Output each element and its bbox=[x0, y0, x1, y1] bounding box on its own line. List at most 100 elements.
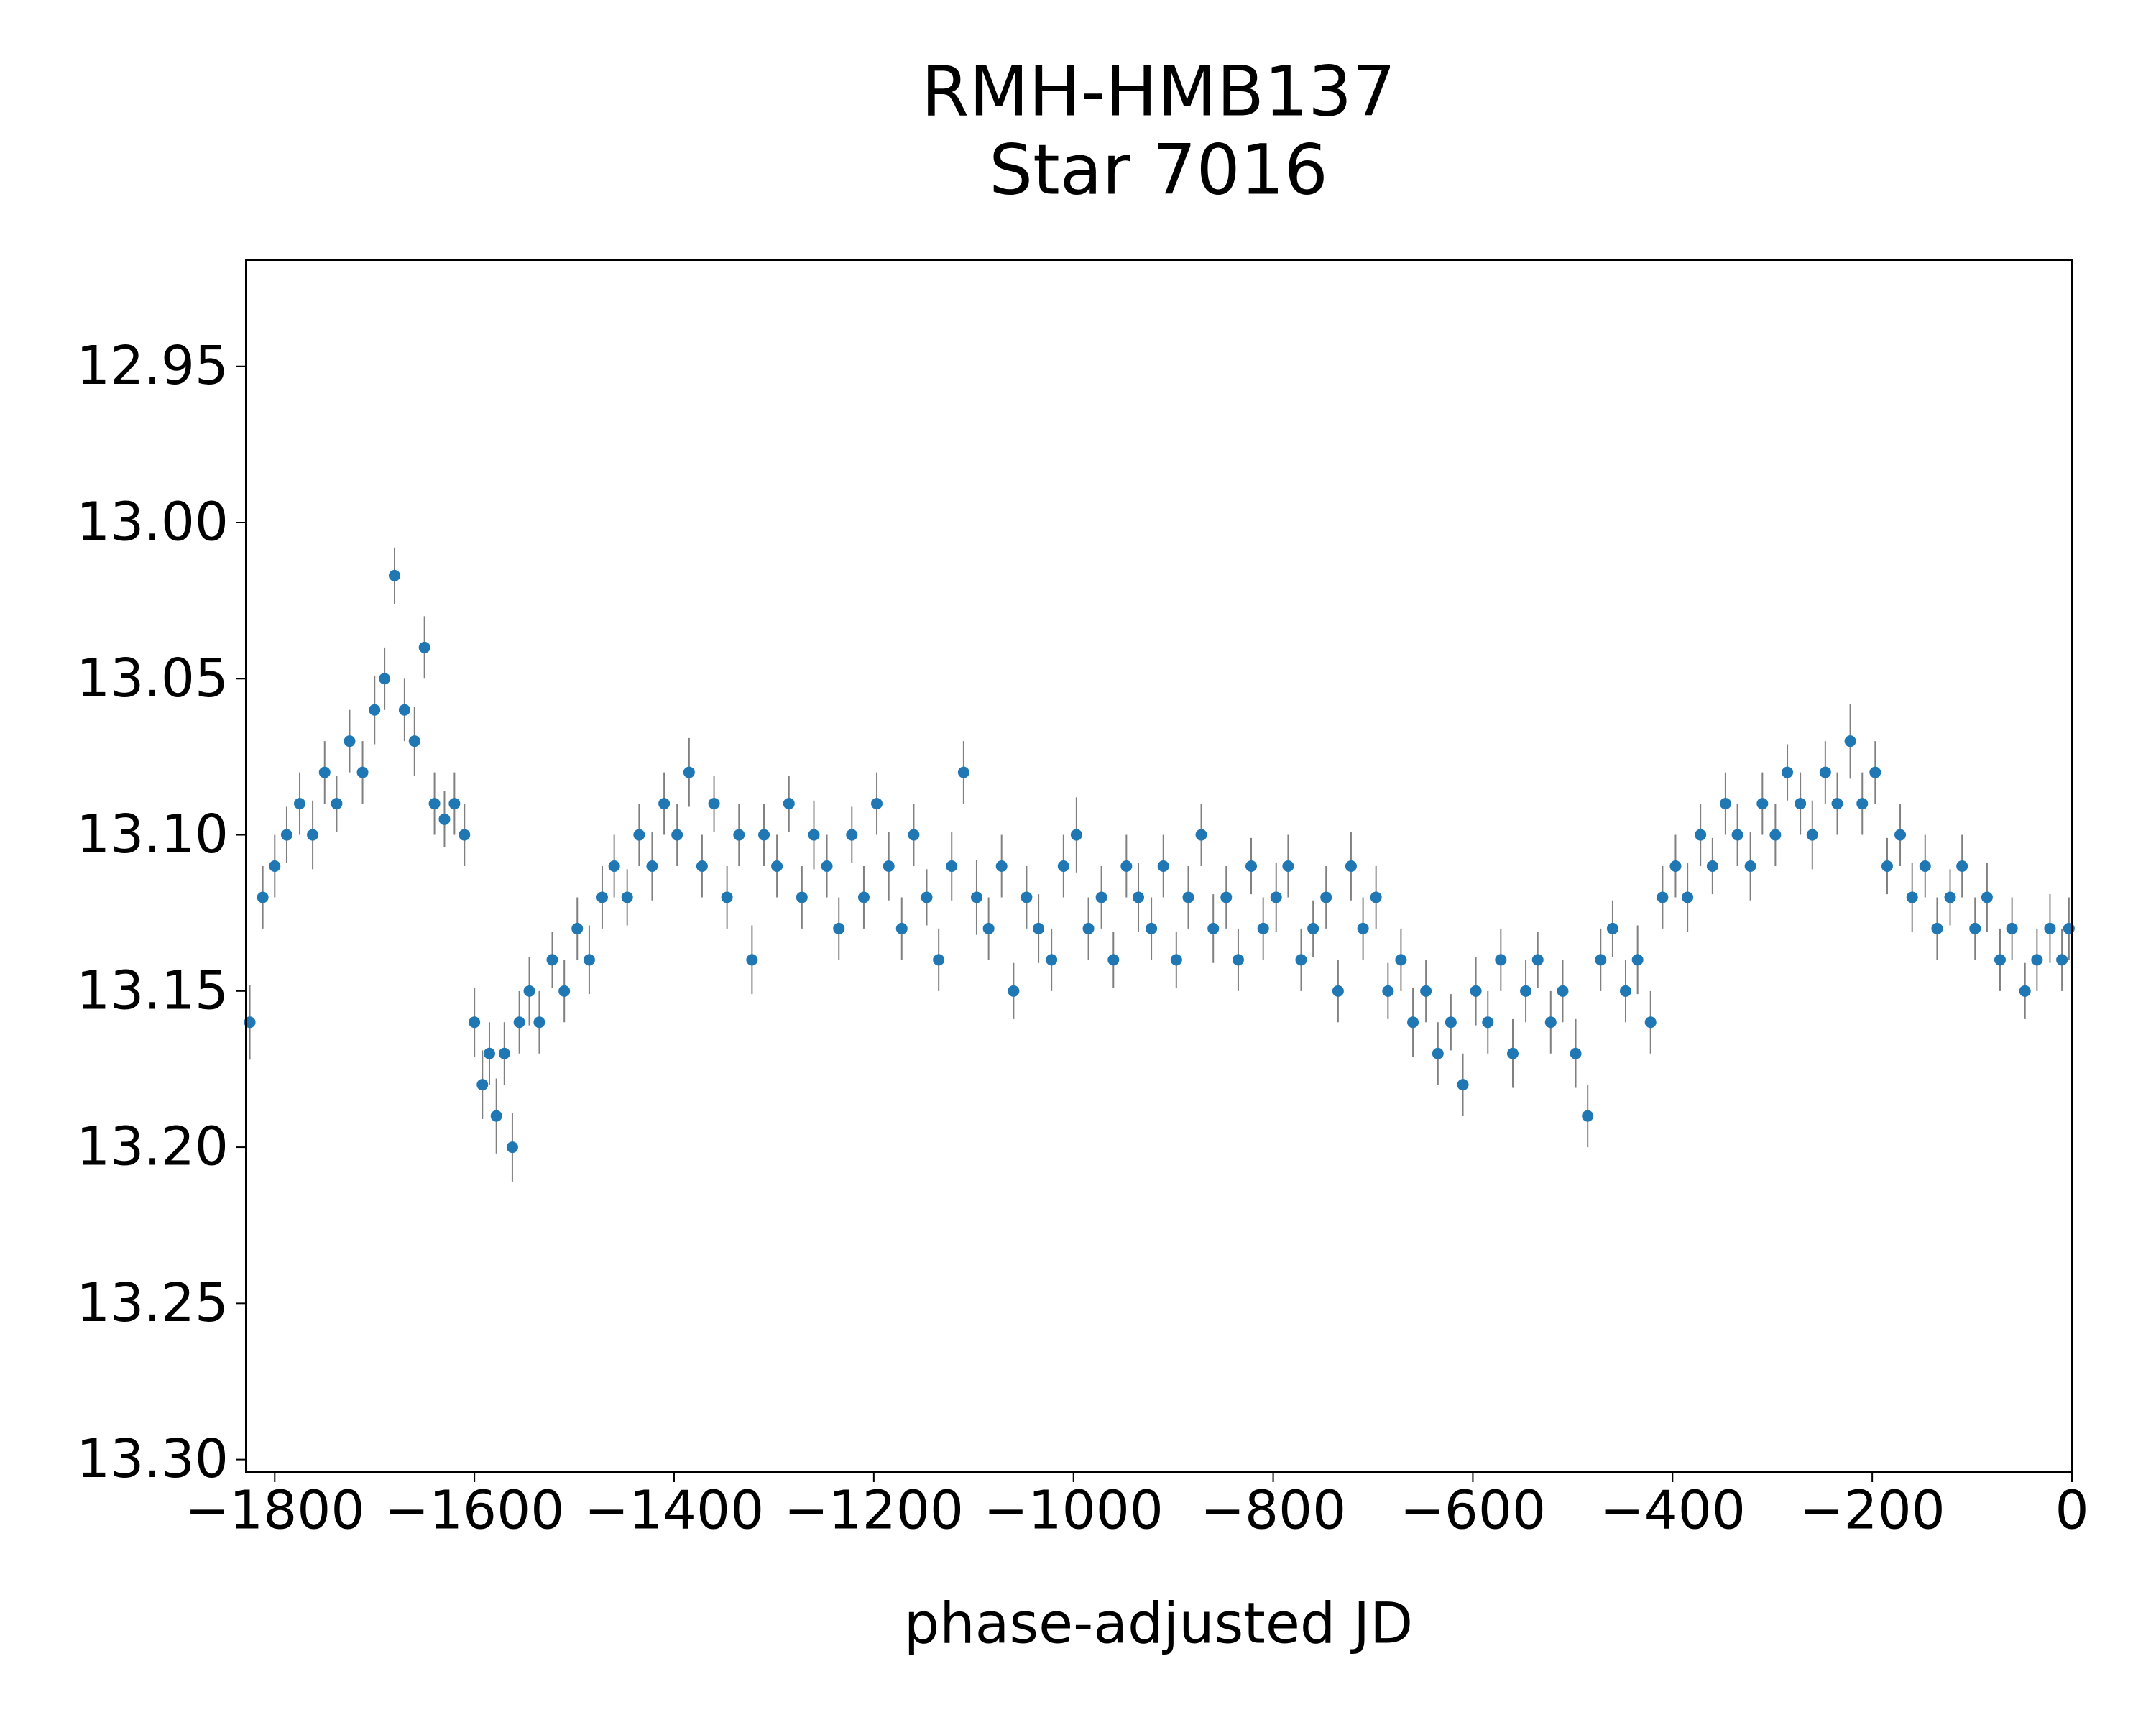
data-point bbox=[2056, 954, 2068, 966]
data-point bbox=[846, 829, 858, 841]
data-point bbox=[883, 860, 895, 872]
data-point bbox=[1457, 1079, 1469, 1091]
data-point bbox=[438, 813, 451, 825]
data-point bbox=[1844, 735, 1856, 748]
data-point bbox=[1856, 798, 1869, 810]
data-point bbox=[1557, 985, 1569, 997]
data-point bbox=[1619, 985, 1631, 997]
data-point bbox=[571, 922, 584, 934]
data-point bbox=[1769, 829, 1782, 841]
data-point bbox=[583, 954, 595, 966]
data-point bbox=[1182, 891, 1194, 903]
data-point bbox=[1070, 829, 1082, 841]
y-tick-label: 13.05 bbox=[76, 648, 229, 709]
data-point bbox=[1282, 860, 1294, 872]
data-point bbox=[683, 766, 695, 778]
data-point bbox=[1170, 954, 1182, 966]
data-point bbox=[318, 766, 331, 778]
data-point bbox=[1232, 954, 1244, 966]
data-point bbox=[1631, 954, 1644, 966]
y-tick-label: 13.00 bbox=[76, 492, 229, 553]
data-point bbox=[1544, 1016, 1557, 1029]
data-point bbox=[1795, 798, 1807, 810]
data-point bbox=[1245, 860, 1258, 872]
data-point bbox=[1981, 891, 1993, 903]
data-point bbox=[1220, 891, 1233, 903]
data-point bbox=[871, 798, 883, 810]
data-point bbox=[1819, 766, 1831, 778]
data-point bbox=[696, 860, 708, 872]
data-point bbox=[476, 1079, 489, 1091]
data-point bbox=[533, 1016, 545, 1029]
data-point bbox=[1046, 954, 1058, 966]
data-point bbox=[1969, 922, 1981, 934]
data-point bbox=[808, 829, 820, 841]
data-point bbox=[257, 891, 269, 903]
data-point bbox=[307, 829, 319, 841]
data-point bbox=[469, 1016, 481, 1029]
y-tick-label: 13.15 bbox=[76, 960, 229, 1021]
y-tick-label: 12.95 bbox=[76, 335, 229, 397]
data-point bbox=[331, 798, 343, 810]
data-point bbox=[1894, 829, 1907, 841]
data-point bbox=[1432, 1047, 1444, 1059]
data-point bbox=[758, 829, 770, 841]
plot-frame bbox=[245, 259, 2073, 1473]
data-point bbox=[1906, 891, 1918, 903]
data-point bbox=[1869, 766, 1881, 778]
data-point bbox=[356, 766, 369, 778]
data-point bbox=[746, 954, 758, 966]
data-point bbox=[558, 985, 571, 997]
data-point bbox=[1669, 860, 1682, 872]
data-point bbox=[671, 829, 683, 841]
data-point bbox=[982, 922, 995, 934]
data-point bbox=[621, 891, 633, 903]
x-axis-label: phase-adjusted JD bbox=[904, 1591, 1414, 1656]
data-point bbox=[459, 829, 471, 841]
data-point bbox=[418, 641, 430, 653]
data-point bbox=[389, 569, 401, 581]
data-point bbox=[269, 860, 281, 872]
x-tick-label: −1200 bbox=[784, 1480, 964, 1542]
data-point bbox=[596, 891, 608, 903]
chart-title: RMH-HMB137 bbox=[921, 51, 1396, 132]
data-point bbox=[995, 860, 1008, 872]
data-point bbox=[506, 1141, 518, 1154]
data-point bbox=[498, 1047, 510, 1059]
data-point bbox=[608, 860, 620, 872]
data-point bbox=[546, 954, 558, 966]
data-point bbox=[1495, 954, 1507, 966]
data-point bbox=[1756, 798, 1769, 810]
data-point bbox=[1507, 1047, 1519, 1059]
data-point bbox=[244, 1016, 256, 1029]
x-tick-label: −200 bbox=[1800, 1480, 1945, 1542]
data-point bbox=[1382, 985, 1394, 997]
data-point bbox=[1107, 954, 1120, 966]
data-point bbox=[633, 829, 645, 841]
x-tick-label: −1000 bbox=[984, 1480, 1164, 1542]
data-point bbox=[1482, 1016, 1494, 1029]
data-point bbox=[1295, 954, 1307, 966]
data-point bbox=[1395, 954, 1407, 966]
data-point bbox=[1257, 922, 1269, 934]
data-point bbox=[1956, 860, 1968, 872]
data-point bbox=[1806, 829, 1818, 841]
x-tick-label: −600 bbox=[1400, 1480, 1546, 1542]
x-tick-label: 0 bbox=[2055, 1480, 2088, 1542]
data-point bbox=[1082, 922, 1095, 934]
data-point bbox=[1021, 891, 1033, 903]
data-point bbox=[921, 891, 933, 903]
data-point bbox=[2019, 985, 2031, 997]
data-point bbox=[833, 922, 845, 934]
data-point bbox=[1033, 922, 1045, 934]
data-point bbox=[1146, 922, 1158, 934]
data-point bbox=[1782, 766, 1794, 778]
data-point bbox=[1731, 829, 1743, 841]
x-tick-label: −1600 bbox=[384, 1480, 564, 1542]
data-point bbox=[1470, 985, 1482, 997]
data-point bbox=[1133, 891, 1145, 903]
data-point bbox=[646, 860, 658, 872]
data-point bbox=[908, 829, 920, 841]
data-point bbox=[733, 829, 745, 841]
